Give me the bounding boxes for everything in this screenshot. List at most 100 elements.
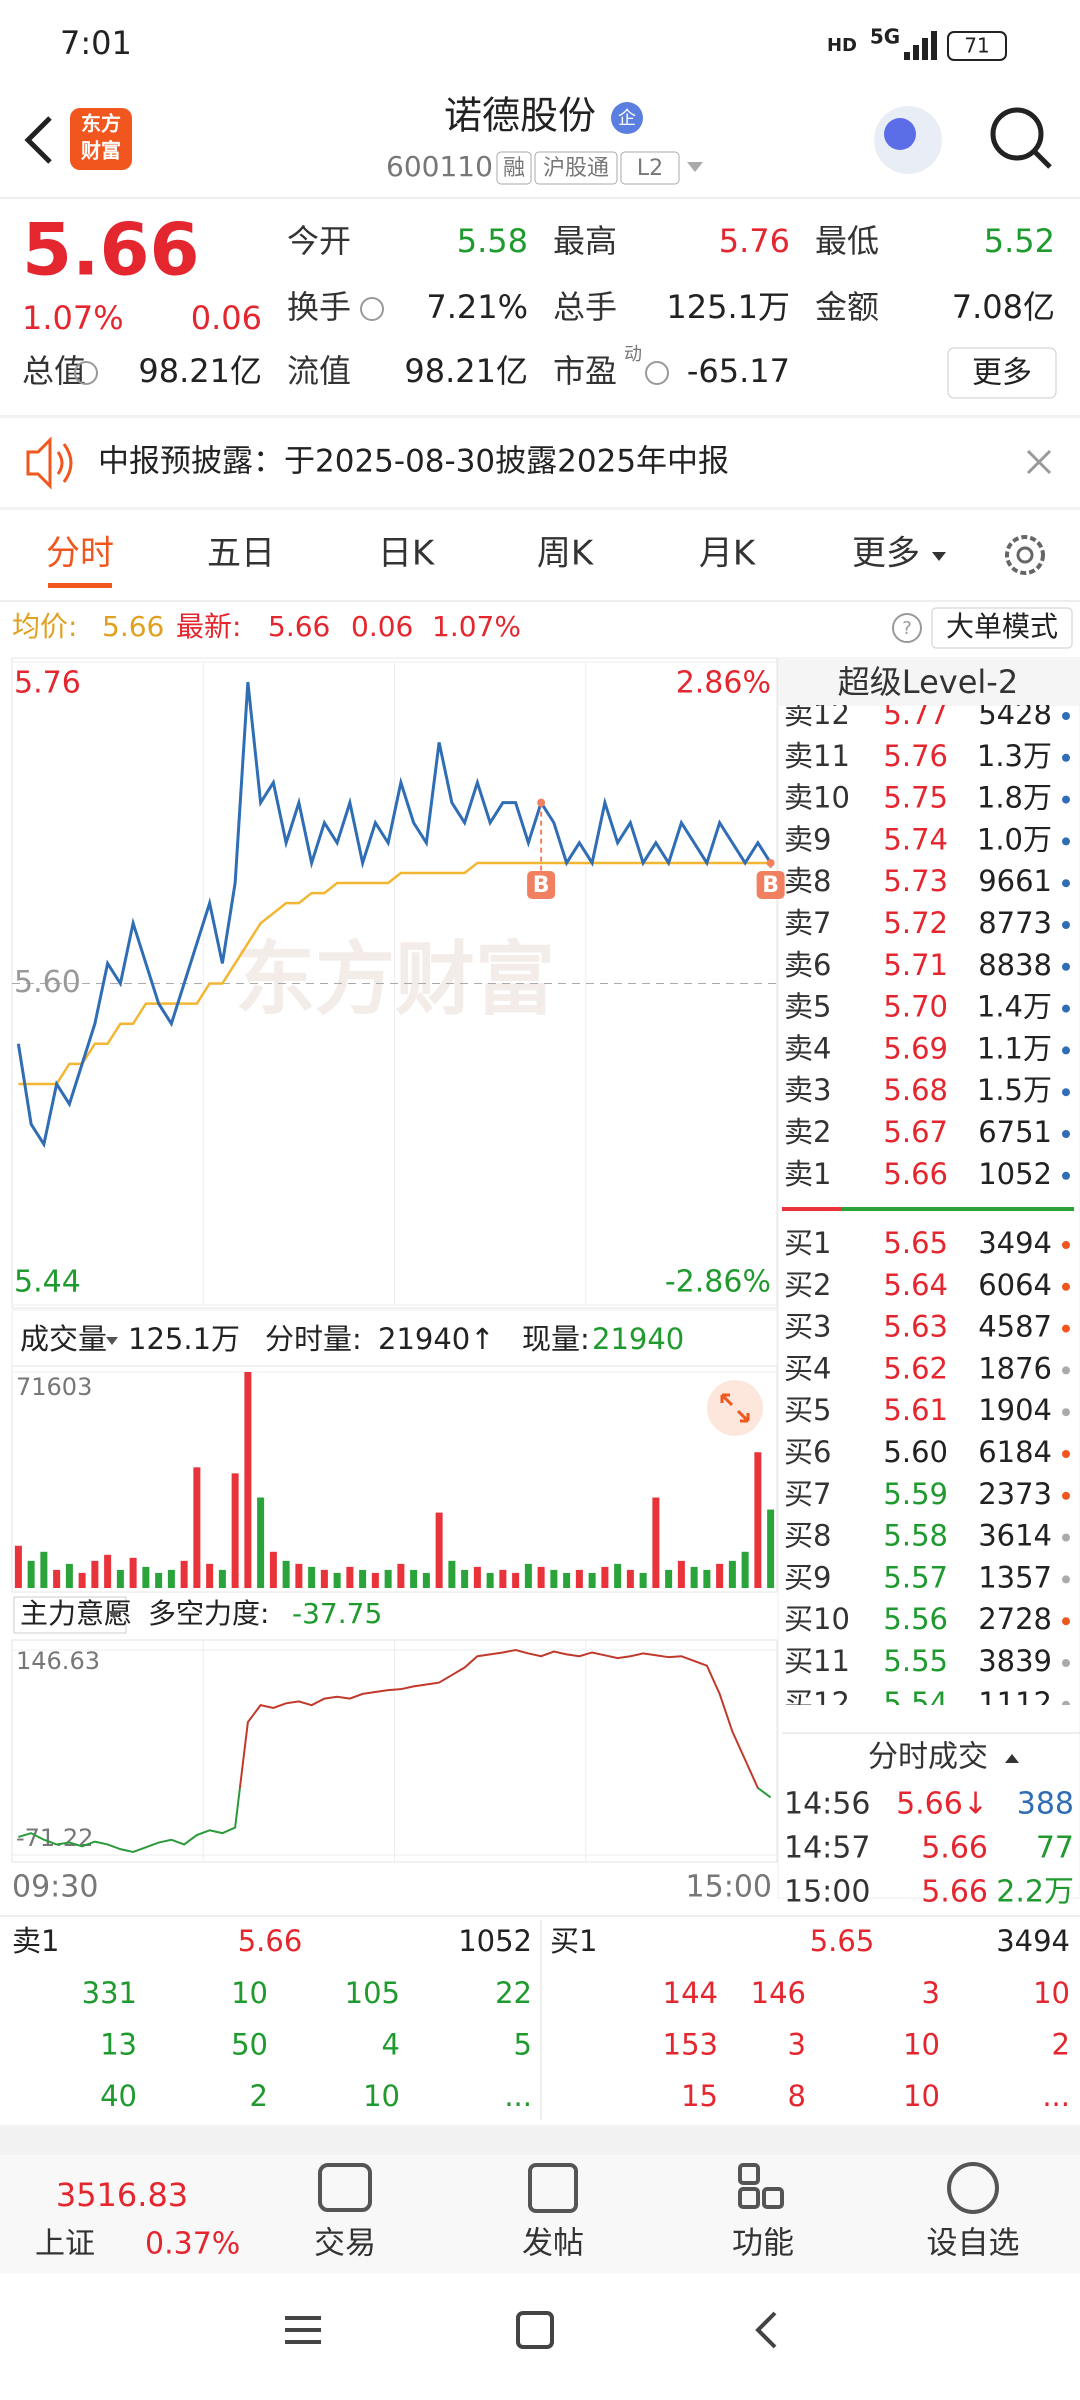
index-value[interactable]: 3516.83 [56,2176,188,2214]
nav-item[interactable]: 交易 [314,2226,376,2262]
level2-name: 买3 [784,1310,831,1344]
price: 5.66 [22,208,200,292]
level2-name: 卖11 [784,739,850,773]
volume-label[interactable]: 成交量 [20,1322,107,1356]
tab[interactable]: 更多 [852,534,920,574]
y-tick-label: 5.76 [14,666,81,701]
trade-price: 5.66↓ [896,1787,988,1822]
tab[interactable]: 五日 [207,534,275,574]
nav-item[interactable]: 发帖 [522,2226,584,2262]
tag-box [534,151,618,185]
nav-icon [318,2163,372,2212]
spacer [0,2125,1080,2155]
info-icon [74,361,98,385]
level2-price: 5.56 [883,1602,948,1636]
level2-dot [1062,1366,1070,1375]
divider [0,415,1080,418]
info-icon [645,361,669,385]
queue-name: 卖1 [12,1924,59,1958]
level2-name: 卖7 [784,906,831,940]
level2-name: 买10 [784,1602,850,1636]
mode-button[interactable] [931,607,1073,649]
change: 0.06 [191,299,262,337]
volume-bar [155,1572,163,1588]
volume-bar [53,1569,61,1588]
more-button[interactable]: 更多 [972,356,1032,391]
volume-bar [422,1572,430,1588]
expand-button[interactable] [707,1380,763,1436]
settings-button[interactable] [1005,535,1045,575]
level2-volume: 1904 [978,1393,1052,1427]
volume-bar [282,1560,290,1588]
level2-name: 买1 [784,1226,831,1260]
level2-name: 卖6 [784,948,831,982]
level2-volume: 2728 [978,1602,1052,1636]
stat-label: 总手 [553,288,617,326]
search-button[interactable] [990,107,1044,161]
level2-price: 5.75 [883,781,948,815]
stat-label: 市盈 [553,352,617,390]
volume-bar [333,1572,341,1588]
help-mark: ? [902,618,912,639]
level2-volume: 1.1万 [977,1031,1052,1065]
level2-price: 5.65 [883,1226,948,1260]
close-notice[interactable] [1026,449,1052,475]
level2-name: 买5 [784,1393,831,1427]
battery-level: 71 [964,34,989,58]
level2-price: 5.54 [883,1686,948,1720]
level2-dot [1062,1491,1070,1500]
queue-order: 10 [231,1976,268,2010]
bottom-nav [0,2155,1080,2273]
sys-home[interactable] [516,2311,554,2349]
level2-price: 5.76 [883,739,948,773]
queue-order: 3 [788,2028,806,2062]
trades-title[interactable]: 分时成交 [868,1740,988,1775]
level2-volume: 1.8万 [977,781,1052,815]
level2-price: 5.69 [883,1031,948,1065]
level2-volume: 1.3万 [977,739,1052,773]
back-button[interactable] [24,116,52,164]
volume-bar [116,1569,124,1588]
level2-volume: 1357 [978,1560,1052,1594]
level2-dot [1062,1130,1070,1138]
level2-title: 超级Level-2 [838,663,1018,701]
settings-center [1016,546,1034,564]
mode-button[interactable]: 大单模式 [946,610,1058,643]
volume-bar [461,1569,469,1588]
level2-dot [1062,753,1070,762]
volume-bar [65,1563,73,1588]
volume-bar [320,1569,328,1588]
force-line [18,1648,772,1854]
queue-order: 10 [903,2079,940,2113]
tab[interactable]: 周K [537,534,595,574]
volume-bar [129,1557,137,1588]
level2-volume: 1.4万 [977,990,1052,1024]
sys-back[interactable] [755,2311,777,2349]
hd-icon: HD [827,35,857,56]
change-pct: 1.07% [22,299,124,337]
level2-name: 买11 [784,1644,850,1678]
tab[interactable]: 月K [699,534,757,574]
level2-dot [1062,1004,1070,1013]
battery [947,31,1007,61]
index-pct[interactable]: 0.37% [145,2227,240,2262]
help-icon[interactable] [892,613,922,643]
index-name[interactable]: 上证 [35,2227,95,2262]
tab[interactable]: 分时 [46,534,114,574]
tab[interactable]: 日K [378,534,436,574]
nav-item[interactable]: 设自选 [927,2226,1020,2262]
queue-order: 105 [345,1976,400,2010]
marker-dot [537,798,546,807]
level2-name: 买6 [784,1435,831,1469]
more-button[interactable] [947,347,1057,399]
sys-menu[interactable] [285,2316,321,2344]
level2-name: 买9 [784,1560,831,1594]
marker-dot [766,858,775,867]
level2-volume: 6751 [978,1115,1052,1149]
nav-item[interactable]: 功能 [732,2226,794,2262]
last-change: 0.06 [351,610,413,643]
nav-icon-func [762,2187,784,2209]
network: 5G [870,25,900,49]
trade-volume: 2.2万 [996,1875,1074,1910]
pe-sup: 动 [624,344,642,365]
